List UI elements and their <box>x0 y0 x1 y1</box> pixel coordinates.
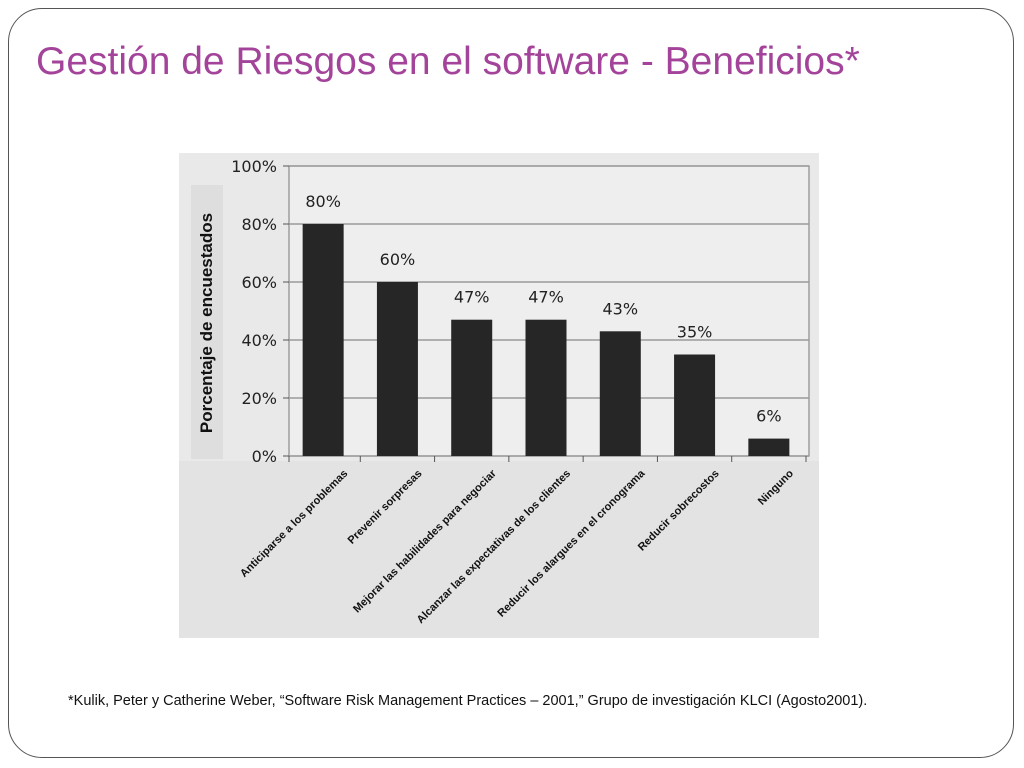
slide-title: Gestión de Riesgos en el software - Bene… <box>36 40 860 83</box>
y-tick-label-3: 60% <box>241 273 277 292</box>
data-label-4: 43% <box>603 299 639 318</box>
bar-2 <box>451 319 493 456</box>
data-label-6: 6% <box>756 407 781 426</box>
data-label-1: 60% <box>380 250 416 269</box>
bar-6 <box>748 438 790 456</box>
bar-chart: 0% 20% 40% 60% 80% 100% Porcentaje de encuesta… <box>179 153 819 638</box>
data-label-3: 47% <box>528 288 564 307</box>
bar-5 <box>674 354 716 456</box>
bar-1 <box>376 282 418 456</box>
bar-chart-svg: 0% 20% 40% 60% 80% 100% Porcentaje de encuesta… <box>179 153 819 638</box>
footnote: *Kulik, Peter y Catherine Weber, “Softwa… <box>68 693 868 709</box>
ylabel-backdrop <box>191 185 223 459</box>
y-tick-label-0: 0% <box>252 447 277 466</box>
bar-3 <box>525 319 567 456</box>
y-axis-label: Porcentaje de encuestados <box>197 213 216 433</box>
data-label-0: 80% <box>305 192 341 211</box>
y-tick-label-4: 80% <box>241 215 277 234</box>
bar-4 <box>599 331 641 456</box>
y-tick-label-2: 40% <box>241 331 277 350</box>
data-label-5: 35% <box>677 323 713 342</box>
bar-0 <box>302 224 344 456</box>
y-tick-label-1: 20% <box>241 389 277 408</box>
y-tick-label-5: 100% <box>231 157 277 176</box>
data-label-2: 47% <box>454 288 490 307</box>
